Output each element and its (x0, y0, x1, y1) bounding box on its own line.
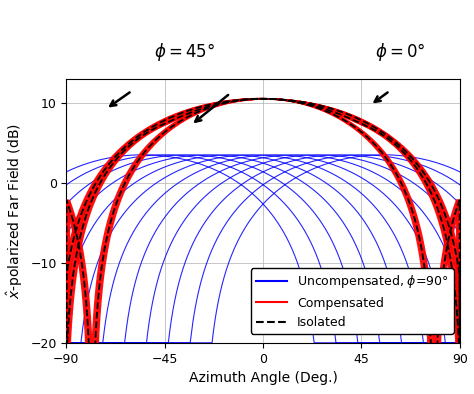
Legend: Uncompensated, $\phi$=90°, Compensated, Isolated: Uncompensated, $\phi$=90°, Compensated, … (251, 268, 454, 334)
X-axis label: Azimuth Angle (Deg.): Azimuth Angle (Deg.) (189, 371, 337, 385)
Y-axis label: $\hat{x}$-polarized Far Field (dB): $\hat{x}$-polarized Far Field (dB) (4, 123, 25, 299)
Text: $\phi = 0°$: $\phi = 0°$ (375, 41, 426, 63)
Text: $\phi = 45°$: $\phi = 45°$ (154, 41, 215, 63)
